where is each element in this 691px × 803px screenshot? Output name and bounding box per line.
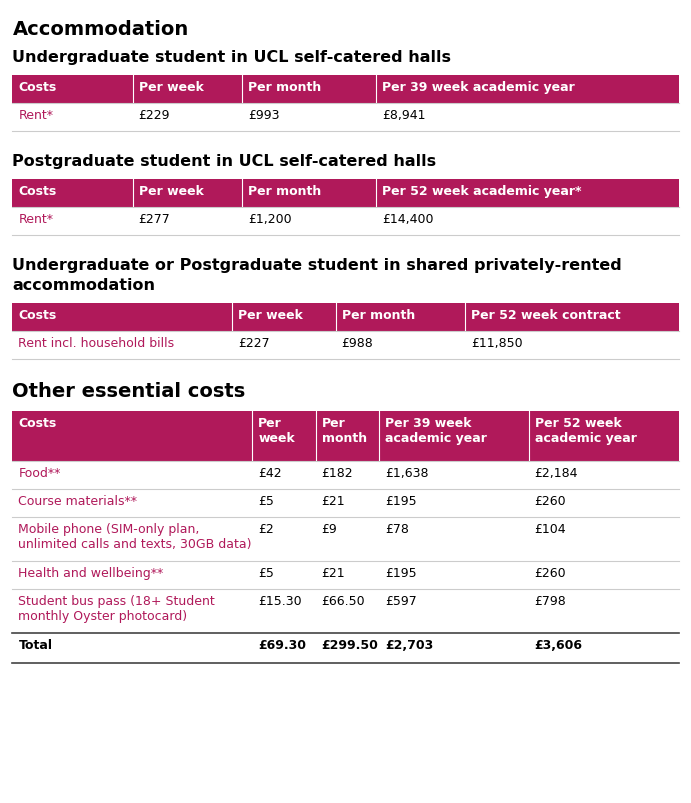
Text: £21: £21 xyxy=(321,566,345,580)
Text: Per 39 week
academic year: Per 39 week academic year xyxy=(385,417,486,445)
Text: Rent*: Rent* xyxy=(19,213,53,226)
Text: £42: £42 xyxy=(258,467,282,479)
Text: £1,200: £1,200 xyxy=(249,213,292,226)
Text: £66.50: £66.50 xyxy=(321,594,365,607)
Bar xyxy=(243,76,377,104)
Text: Per
week: Per week xyxy=(258,417,295,445)
Text: Mobile phone (SIM-only plan,
unlimited calls and texts, 30GB data): Mobile phone (SIM-only plan, unlimited c… xyxy=(19,523,252,550)
Text: £260: £260 xyxy=(535,566,567,580)
Bar xyxy=(466,304,679,332)
Text: £195: £195 xyxy=(385,566,417,580)
Text: Undergraduate student in UCL self-catered halls: Undergraduate student in UCL self-catere… xyxy=(12,50,451,65)
Text: Undergraduate or Postgraduate student in shared privately-rented: Undergraduate or Postgraduate student in… xyxy=(12,258,622,273)
Bar xyxy=(12,76,133,104)
Text: £993: £993 xyxy=(249,109,280,122)
Text: £3,606: £3,606 xyxy=(535,638,583,651)
Bar xyxy=(12,412,252,462)
Bar xyxy=(243,180,377,208)
Text: Student bus pass (18+ Student
monthly Oyster photocard): Student bus pass (18+ Student monthly Oy… xyxy=(19,594,215,622)
Text: £277: £277 xyxy=(139,213,171,226)
Bar xyxy=(377,76,679,104)
Text: Accommodation: Accommodation xyxy=(12,20,189,39)
Text: Per month: Per month xyxy=(249,185,322,198)
Text: Costs: Costs xyxy=(19,81,57,94)
Text: £69.30: £69.30 xyxy=(258,638,306,651)
Bar xyxy=(377,180,679,208)
Text: £597: £597 xyxy=(385,594,417,607)
Text: £227: £227 xyxy=(238,336,270,349)
Text: Per month: Per month xyxy=(341,308,415,322)
Text: £2,184: £2,184 xyxy=(535,467,578,479)
Text: £1,638: £1,638 xyxy=(385,467,428,479)
Text: Course materials**: Course materials** xyxy=(19,495,138,507)
Text: Costs: Costs xyxy=(19,417,57,430)
Text: Per 52 week contract: Per 52 week contract xyxy=(471,308,621,322)
Text: £5: £5 xyxy=(258,566,274,580)
Text: Per week: Per week xyxy=(238,308,303,322)
Text: £11,850: £11,850 xyxy=(471,336,523,349)
Text: £2,703: £2,703 xyxy=(385,638,433,651)
Text: £78: £78 xyxy=(385,523,408,536)
Text: Per week: Per week xyxy=(139,185,203,198)
Text: £9: £9 xyxy=(321,523,337,536)
Text: Per 39 week academic year: Per 39 week academic year xyxy=(382,81,575,94)
Bar xyxy=(232,304,336,332)
Text: £299.50: £299.50 xyxy=(321,638,379,651)
Text: £15.30: £15.30 xyxy=(258,594,302,607)
Bar xyxy=(316,412,379,462)
Text: Costs: Costs xyxy=(19,185,57,198)
Text: £8,941: £8,941 xyxy=(382,109,426,122)
Text: Total: Total xyxy=(19,638,53,651)
Bar xyxy=(379,412,529,462)
Text: £14,400: £14,400 xyxy=(382,213,434,226)
Text: Postgraduate student in UCL self-catered halls: Postgraduate student in UCL self-catered… xyxy=(12,154,437,169)
Text: £5: £5 xyxy=(258,495,274,507)
Text: £2: £2 xyxy=(258,523,274,536)
Text: £260: £260 xyxy=(535,495,567,507)
Text: £798: £798 xyxy=(535,594,567,607)
Text: Per week: Per week xyxy=(139,81,203,94)
Text: £229: £229 xyxy=(139,109,170,122)
Text: £988: £988 xyxy=(341,336,373,349)
Bar xyxy=(12,180,133,208)
Bar xyxy=(133,180,243,208)
Text: accommodation: accommodation xyxy=(12,278,155,293)
Text: Other essential costs: Other essential costs xyxy=(12,381,246,401)
Text: £104: £104 xyxy=(535,523,567,536)
Text: £21: £21 xyxy=(321,495,345,507)
Bar xyxy=(336,304,466,332)
Text: Per
month: Per month xyxy=(321,417,367,445)
Bar xyxy=(12,304,232,332)
Text: Rent incl. household bills: Rent incl. household bills xyxy=(19,336,175,349)
Text: Costs: Costs xyxy=(19,308,57,322)
Bar xyxy=(252,412,316,462)
Text: £195: £195 xyxy=(385,495,417,507)
Text: £182: £182 xyxy=(321,467,353,479)
Text: Food**: Food** xyxy=(19,467,61,479)
Text: Rent*: Rent* xyxy=(19,109,53,122)
Text: Health and wellbeing**: Health and wellbeing** xyxy=(19,566,164,580)
Bar xyxy=(133,76,243,104)
Bar xyxy=(529,412,679,462)
Text: Per 52 week
academic year: Per 52 week academic year xyxy=(535,417,636,445)
Text: Per 52 week academic year*: Per 52 week academic year* xyxy=(382,185,582,198)
Text: Per month: Per month xyxy=(249,81,322,94)
